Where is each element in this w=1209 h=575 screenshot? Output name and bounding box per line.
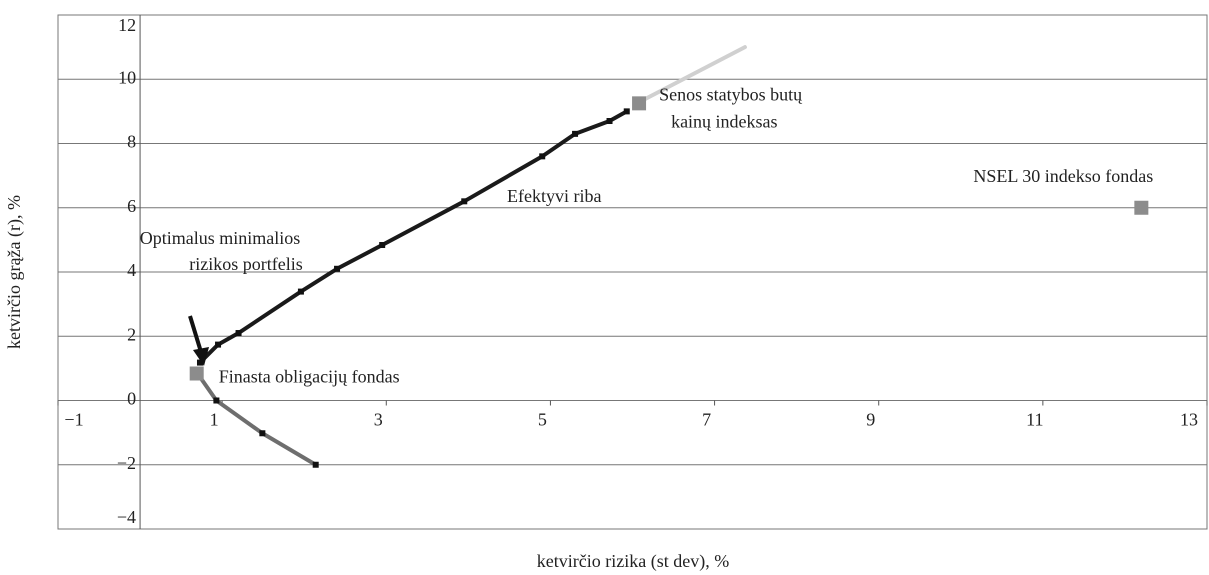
marker (235, 330, 242, 337)
y-tick-label: 12 (118, 15, 136, 35)
marker (572, 130, 579, 137)
marker (215, 341, 222, 348)
y-tick-label: 0 (127, 389, 136, 409)
point-label: Finasta obligacijų fondas (219, 367, 400, 387)
x-tick-label: 1 (210, 410, 219, 430)
arrow-head (193, 347, 209, 366)
y-tick-label: −4 (117, 507, 136, 527)
x-tick-label: −1 (64, 410, 83, 430)
point-label: NSEL 30 indekso fondas (973, 166, 1153, 186)
point (632, 96, 647, 111)
x-tick-label: 5 (538, 410, 547, 430)
point-label: Senos statybos butų (659, 84, 803, 104)
y-tick-label: 4 (127, 260, 136, 280)
marker (606, 118, 613, 125)
y-tick-label: 2 (127, 324, 136, 344)
point-label: kainų indeksas (671, 111, 777, 131)
marker (334, 265, 341, 272)
x-tick-label: 13 (1180, 410, 1198, 430)
marker (379, 242, 386, 249)
y-tick-label: 6 (127, 196, 136, 216)
line (195, 371, 318, 467)
x-axis-label: ketvirčio rizika (st dev), % (537, 551, 729, 572)
y-tick-label: 10 (118, 67, 136, 87)
y-tick-label: 8 (127, 132, 136, 152)
arrow-shaft (188, 315, 203, 353)
y-tick-label: −2 (117, 453, 136, 473)
x-tick-label: 9 (866, 410, 875, 430)
line (637, 45, 747, 104)
marker (539, 153, 546, 160)
point (1134, 200, 1149, 215)
marker (623, 108, 630, 115)
marker (461, 198, 468, 205)
marker (259, 430, 266, 437)
annotation: rizikos portfelis (189, 254, 302, 274)
marker (213, 397, 220, 404)
marker (312, 461, 319, 468)
annotation: Efektyvi riba (507, 186, 601, 206)
x-tick-label: 3 (374, 410, 383, 430)
marker (297, 288, 304, 295)
point (189, 366, 204, 381)
marker (196, 359, 203, 366)
x-tick-label: 11 (1026, 410, 1043, 430)
y-axis-label: ketvirčio grąža (r), % (4, 195, 25, 349)
x-tick-label: 7 (702, 410, 711, 430)
plot-frame (57, 14, 1208, 530)
annotation: Optimalus minimalios (140, 228, 301, 248)
